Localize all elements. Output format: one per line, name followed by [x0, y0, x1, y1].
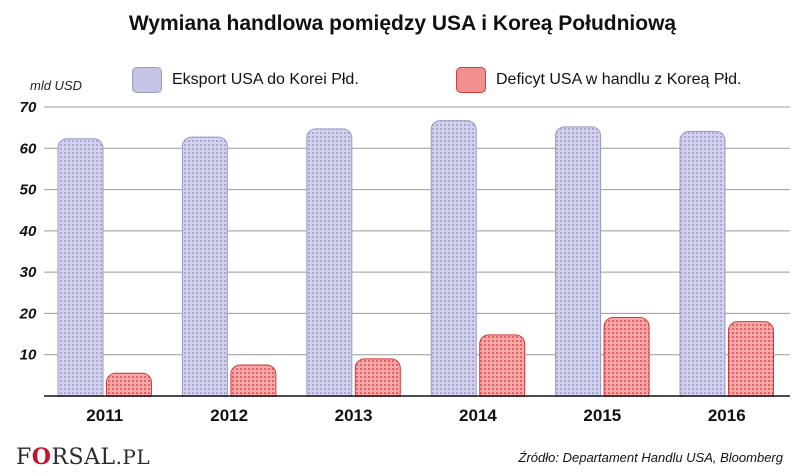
y-tick-label: 60 — [20, 140, 37, 157]
bar-export-2015 — [555, 126, 602, 403]
bar-export-2014 — [430, 120, 477, 403]
bar-export-2011 — [57, 138, 104, 403]
x-tick-label: 2016 — [708, 406, 746, 425]
bar-export-2016 — [679, 130, 726, 403]
y-tick-label: 70 — [20, 99, 37, 116]
x-tick-label: 2012 — [210, 406, 248, 425]
y-tick-label: 50 — [20, 182, 37, 199]
legend-swatch-deficit — [456, 67, 486, 93]
bar-deficit-2016 — [728, 321, 774, 403]
chart-title: Wymiana handlowa pomiędzy USA i Koreą Po… — [128, 12, 677, 35]
legend-swatch-export — [132, 67, 162, 93]
bar-export-2012 — [181, 136, 228, 403]
forsal-logo: FORSAL.PL — [16, 444, 151, 470]
legend-label-export: Eksport USA do Korei Płd. — [172, 71, 359, 88]
bar-export-2013 — [306, 128, 353, 403]
x-tick-label: 2011 — [86, 406, 123, 425]
source-note: Źródło: Departament Handlu USA, Bloomber… — [518, 450, 783, 465]
bar-deficit-2015 — [603, 317, 650, 403]
baseline-mask — [42, 397, 792, 404]
y-tick-label: 20 — [19, 305, 37, 322]
y-tick-label: 40 — [19, 223, 37, 240]
x-tick-label: 2015 — [583, 406, 621, 425]
legend-label-deficit: Deficyt USA w handlu z Koreą Płd. — [496, 71, 742, 88]
y-axis-unit-label: mld USD — [30, 78, 83, 93]
x-tick-label: 2013 — [335, 406, 373, 425]
y-tick-label: 10 — [20, 347, 37, 364]
y-tick-label: 30 — [20, 264, 37, 281]
bar-deficit-2014 — [479, 334, 526, 403]
x-tick-label: 2014 — [459, 406, 497, 425]
